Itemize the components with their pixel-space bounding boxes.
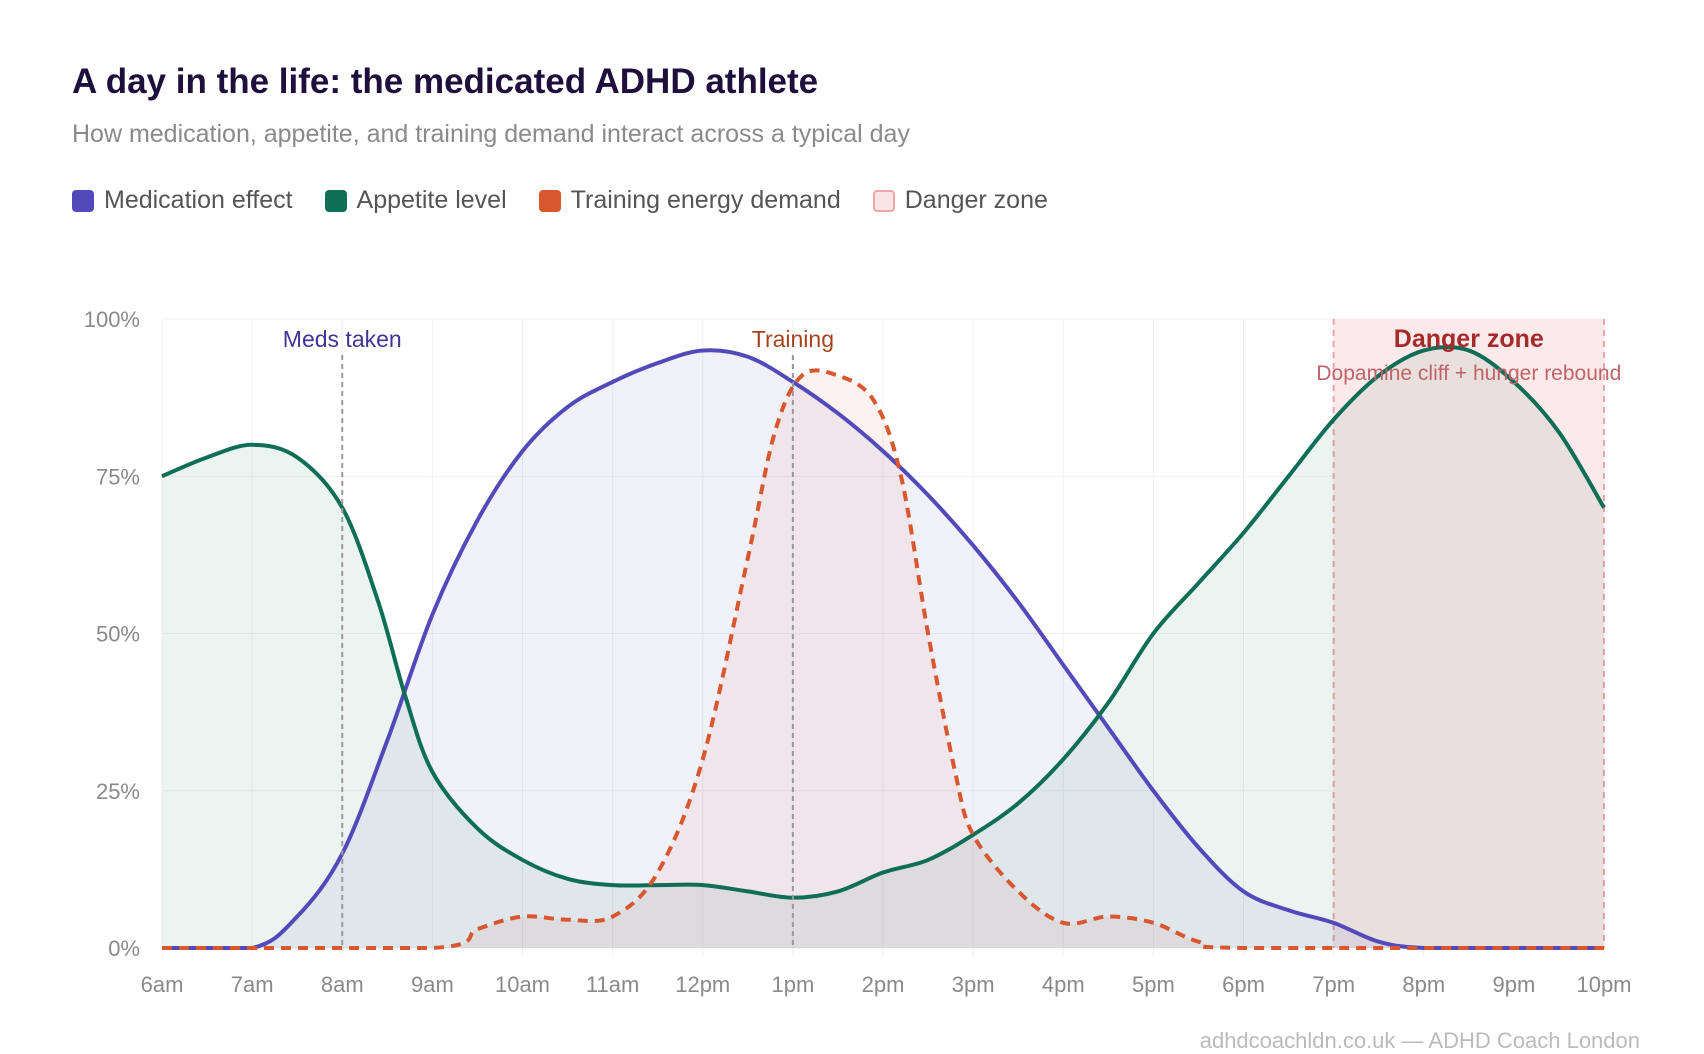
x-tick-label: 9am <box>411 972 454 997</box>
x-tick-label: 10pm <box>1576 972 1631 997</box>
y-tick-label: 25% <box>96 779 140 804</box>
x-tick-label: 7am <box>231 972 274 997</box>
footer-credit: adhdcoachldn.co.uk — ADHD Coach London <box>1199 1028 1640 1053</box>
x-tick-label: 10am <box>495 972 550 997</box>
x-tick-label: 6pm <box>1222 972 1265 997</box>
annotation-label: Training <box>752 326 834 352</box>
legend-swatch <box>872 189 895 212</box>
danger-zone-label: Danger zone <box>1394 325 1544 353</box>
y-tick-label: 50% <box>96 622 140 647</box>
series-line-appetite-level <box>161 344 1606 900</box>
x-tick-label: 7pm <box>1312 972 1355 997</box>
x-tick-label: 2pm <box>862 972 905 997</box>
legend-swatch <box>538 189 561 212</box>
x-tick-label: 8am <box>321 972 364 997</box>
y-tick-label: 100% <box>84 307 140 332</box>
series-line-training-energy-demand <box>162 368 1604 951</box>
x-tick-label: 8pm <box>1402 972 1445 997</box>
danger-zone-sublabel: Dopamine cliff + hunger rebound <box>1316 362 1621 385</box>
legend-swatch <box>324 189 347 212</box>
x-tick-label: 1pm <box>771 972 814 997</box>
series-area-2 <box>162 370 1604 949</box>
x-tick-label: 3pm <box>952 972 995 997</box>
legend: Medication effect Appetite level Trainin… <box>72 186 1048 215</box>
legend-item-danger-zone[interactable]: Danger zone <box>872 186 1048 215</box>
x-tick-label: 5pm <box>1132 972 1175 997</box>
y-tick-label: 75% <box>96 464 140 489</box>
legend-item-medication[interactable]: Medication effect <box>72 186 293 215</box>
annotation-label: Meds taken <box>283 326 402 352</box>
legend-label: Medication effect <box>104 186 293 214</box>
legend-label: Training energy demand <box>570 186 841 214</box>
series-area-1 <box>162 346 1604 949</box>
x-tick-label: 9pm <box>1492 972 1535 997</box>
legend-label: Appetite level <box>356 186 507 214</box>
legend-item-training[interactable]: Training energy demand <box>538 186 841 215</box>
chart-title: A day in the life: the medicated ADHD at… <box>72 62 819 101</box>
danger-zone-band <box>1333 319 1604 948</box>
legend-swatch <box>72 189 94 212</box>
x-tick-label: 11am <box>586 972 639 997</box>
series-area-0 <box>162 350 1604 948</box>
x-tick-label: 6am <box>141 972 184 997</box>
legend-item-appetite[interactable]: Appetite level <box>324 186 507 215</box>
x-tick-label: 12pm <box>675 972 730 997</box>
y-tick-label: 0% <box>108 936 140 961</box>
x-tick-label: 4pm <box>1042 972 1085 997</box>
chart-subtitle: How medication, appetite, and training d… <box>72 120 910 148</box>
legend-label: Danger zone <box>904 186 1048 214</box>
